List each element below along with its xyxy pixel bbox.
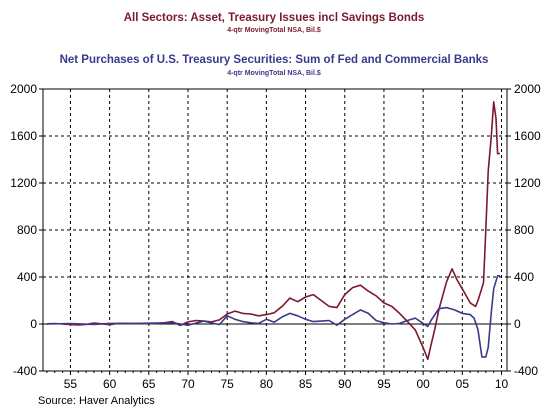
y-tick-label-left: 0	[30, 317, 37, 331]
y-tick-label-left: 1200	[10, 176, 37, 190]
x-tick-label: 60	[103, 377, 117, 391]
chart-title-1: All Sectors: Asset, Treasury Issues incl…	[124, 12, 425, 24]
y-tick-label-left: 2000	[10, 82, 37, 96]
y-tick-label-left: 800	[17, 223, 37, 237]
y-tick-label-right: 400	[514, 270, 534, 284]
x-tick-label: 10	[495, 377, 509, 391]
chart-subtitle-2: 4-qtr MovingTotal NSA, Bil.$	[227, 70, 321, 77]
chart-title-2: Net Purchases of U.S. Treasury Securitie…	[60, 54, 489, 66]
y-tick-label-left: 400	[17, 270, 37, 284]
y-tick-label-right: 1200	[514, 176, 541, 190]
series-lines	[46, 101, 500, 361]
y-tick-label-left: -400	[13, 364, 37, 378]
x-tick-label: 55	[64, 377, 78, 391]
x-tick-label: 90	[338, 377, 352, 391]
y-tick-label-right: -400	[514, 364, 538, 378]
series-line-2	[46, 275, 500, 358]
x-tick-label: 00	[416, 377, 430, 391]
grid-lines	[43, 89, 507, 371]
plot-frame	[42, 88, 508, 372]
x-tick-label: 05	[456, 377, 470, 391]
y-tick-label-right: 1600	[514, 129, 541, 143]
y-tick-label-left: 1600	[10, 129, 37, 143]
y-tick-label-right: 2000	[514, 82, 541, 96]
x-tick-label: 70	[181, 377, 195, 391]
x-tick-label: 75	[221, 377, 235, 391]
y-tick-label-right: 800	[514, 223, 534, 237]
x-tick-label: 80	[260, 377, 274, 391]
x-tick-label: 85	[299, 377, 313, 391]
x-tick-label: 95	[377, 377, 391, 391]
x-tick-label: 65	[142, 377, 156, 391]
source-label: Source: Haver Analytics	[38, 395, 155, 407]
y-tick-label-right: 0	[514, 317, 521, 331]
series-line-1	[46, 101, 500, 361]
chart-subtitle-1: 4-qtr MovingTotal NSA, Bil.$	[227, 27, 321, 34]
